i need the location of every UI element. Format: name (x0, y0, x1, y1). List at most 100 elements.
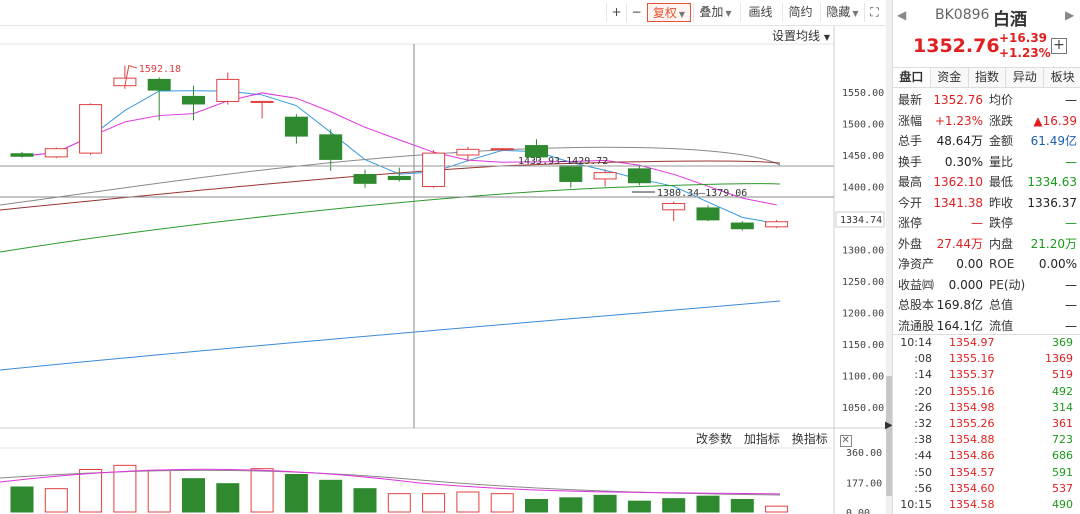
change-params-button[interactable]: 改参数 (696, 432, 733, 446)
price-axis-label: 1050.00 (842, 403, 884, 414)
current-price-label: 1334.74 (840, 215, 882, 226)
stat-value: 0.000 (948, 277, 983, 292)
range-annotation-2: 1380.34–1379.06 (657, 188, 747, 199)
change-percent: +1.23% (999, 46, 1051, 60)
tick-row: :20 1355.16 492 (893, 384, 1080, 400)
scrollbar[interactable]: ▶ (885, 0, 893, 514)
stat-value: 164.1亿 (936, 318, 983, 333)
tick-row: :08 1355.16 1369 (893, 351, 1080, 367)
change-value: +16.39 (999, 31, 1048, 45)
price-axis-label: 1100.00 (842, 372, 884, 383)
hide-dropdown[interactable]: 隐藏 ▼ (820, 3, 864, 22)
zoom-in-button[interactable]: + (606, 3, 626, 22)
price-axis-label: 1300.00 (842, 246, 884, 257)
stat-value: 0.00 (956, 257, 983, 271)
collapse-panel-icon[interactable]: ▶ (885, 420, 893, 431)
close-icon[interactable]: ✕ (839, 435, 852, 447)
tick-price: 1354.88 (949, 433, 995, 447)
ma120-line (0, 300, 781, 371)
adjust-price-dropdown[interactable]: 复权 ▼ (647, 3, 691, 22)
stat-value: +1.23% (934, 113, 983, 128)
indicator-toolbar: 改参数 加指标 换指标 ✕ (696, 430, 860, 447)
candle-body (696, 207, 720, 221)
tab-zhishu[interactable]: 指数 (969, 68, 1007, 87)
candle-body (319, 134, 343, 160)
tick-volume: 369 (1052, 336, 1073, 349)
tab-zijin[interactable]: 资金 (931, 68, 969, 87)
tick-price: 1354.86 (949, 449, 995, 463)
tick-row: 10:14 1354.97 369 (893, 335, 1080, 351)
stat-value: 169.8亿 (936, 298, 983, 312)
stats-row: 涨停 — 跌停 — (893, 213, 1080, 234)
volume-axis-label: 360.00 (846, 448, 882, 459)
stat-label: 净资产 (898, 257, 935, 271)
vol-ma-pink (0, 468, 781, 495)
tick-row: :26 1354.98 314 (893, 400, 1080, 416)
tick-row: :44 1354.86 686 (893, 448, 1080, 464)
price-axis-label: 1200.00 (842, 309, 884, 320)
price-axis-label: 1250.00 (842, 277, 884, 288)
stat-value: ▲16.39 (1033, 113, 1077, 128)
chevron-down-icon: ▼ (852, 9, 859, 18)
candle-body (147, 78, 171, 91)
candle-body (559, 165, 583, 182)
add-watchlist-button[interactable]: + (1051, 38, 1067, 54)
stat-label: 金额 (989, 134, 1014, 148)
tick-row: :32 1355.26 361 (893, 416, 1080, 432)
volume-bar (422, 493, 446, 513)
tick-volume: 492 (1052, 384, 1073, 398)
ma-settings-button[interactable]: 设置均线 ▼ (772, 27, 830, 44)
stat-value: 27.44万 (936, 236, 983, 251)
switch-indicator-button[interactable]: 换指标 (791, 432, 828, 446)
simple-mode-button[interactable]: 简约 (782, 3, 818, 22)
stat-label: 流值 (989, 318, 1014, 333)
stat-label: 内盘 (989, 236, 1014, 251)
stat-label: 涨幅 (898, 113, 923, 128)
tick-price: 1355.37 (949, 368, 995, 382)
scrollbar-thumb[interactable] (886, 376, 892, 496)
draw-line-button[interactable]: 画线 (740, 3, 780, 22)
stat-label: 涨停 (898, 216, 923, 230)
add-indicator-button[interactable]: 加指标 (743, 432, 780, 446)
candle-body (353, 174, 377, 184)
fullscreen-icon[interactable]: ⛶ (864, 3, 884, 22)
stat-label: 量比 (989, 154, 1014, 169)
tick-volume: 591 (1052, 465, 1073, 479)
stock-name: 白酒 (993, 10, 1027, 30)
stats-row: 流通股 164.1亿 流值 — (893, 316, 1080, 337)
stat-value: — (1065, 216, 1077, 230)
stat-value: — (1065, 298, 1077, 312)
tick-time: :26 (914, 400, 932, 414)
candle-body (250, 100, 274, 103)
stats-row: 外盘 27.44万 内盘 21.20万 (893, 234, 1080, 255)
tab-yidong[interactable]: 异动 (1006, 68, 1045, 87)
hide-label: 隐藏 (826, 5, 851, 19)
tab-bankuai[interactable]: 板块 (1050, 70, 1075, 84)
volume-bar (490, 493, 514, 513)
tab-pankou[interactable]: 盘口 (893, 68, 931, 87)
tick-price: 1355.16 (949, 352, 995, 366)
stats-table: 最新 1352.76 均价 — 涨幅 +1.23% 涨跌 ▲16.39 总手 48.64万 金额 61… (893, 90, 1080, 336)
next-stock-icon[interactable]: ▶ (1065, 8, 1075, 22)
high-annotation: 1592.18 (139, 64, 181, 75)
stat-value: 1336.37 (1027, 195, 1077, 210)
panel-tabs: 盘口 资金 指数 异动 板块 (893, 67, 1080, 88)
stat-label: 跌停 (989, 216, 1014, 230)
price-axis-label: 1550.00 (842, 88, 884, 99)
volume-bar (627, 500, 651, 513)
tick-time: 10:15 (900, 497, 932, 511)
tick-volume: 314 (1052, 400, 1073, 414)
overlay-dropdown[interactable]: 叠加 ▼ (693, 3, 737, 22)
prev-stock-icon[interactable]: ◀ (897, 8, 907, 22)
stat-label: 昨收 (989, 195, 1014, 210)
zoom-out-button[interactable]: − (626, 3, 646, 22)
volume-bar (216, 483, 240, 513)
stats-row: 换手 0.30% 量比 — (893, 152, 1080, 173)
stat-value: 1334.63 (1027, 175, 1077, 189)
volume-bar (10, 486, 34, 513)
quote-panel: ◀ BK0896 白酒 ▶ 1352.76 +16.39 +1.23% + 盘口… (892, 0, 1080, 514)
stat-label: 总手 (898, 134, 923, 148)
tick-row: 10:15 1354.58 490 (893, 497, 1080, 513)
stats-row: 最新 1352.76 均价 — (893, 90, 1080, 111)
kline-chart[interactable]: 1592.18 1433.93–1429.72 1380.34–1379.06 36… (0, 0, 886, 514)
